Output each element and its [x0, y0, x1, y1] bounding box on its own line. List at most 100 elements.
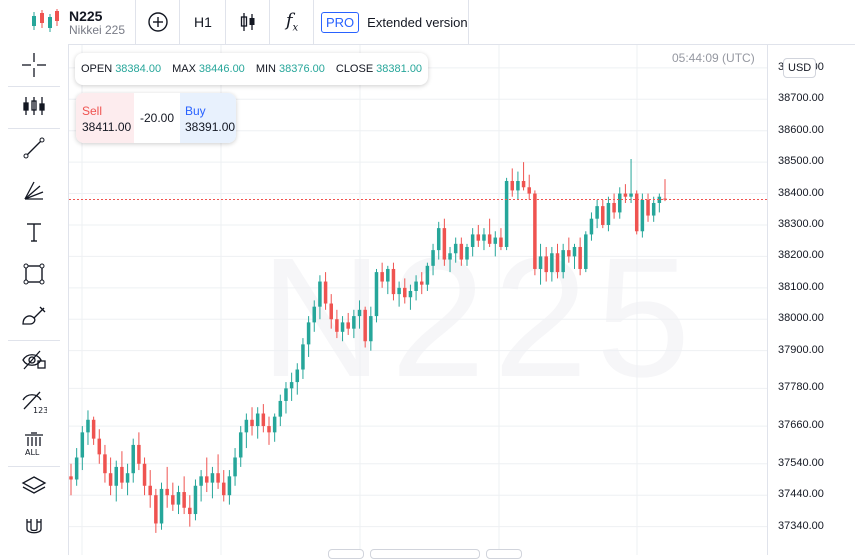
candle-body — [487, 234, 492, 244]
layers-icon — [21, 476, 47, 494]
candle — [335, 309, 339, 339]
candle-body — [284, 388, 288, 401]
candle-body — [255, 413, 260, 427]
candle-body — [301, 344, 305, 370]
candle-body — [244, 419, 249, 433]
price-tick-label: 38500.00 — [778, 155, 824, 168]
candle-body — [335, 319, 339, 332]
trade-widget: Sell 38411.00 -20.00 Buy 38391.00 — [76, 93, 236, 143]
candle — [589, 212, 594, 241]
currency-badge[interactable]: USD — [783, 58, 817, 78]
candle — [397, 281, 401, 307]
candle-body — [453, 243, 458, 254]
open-value: 38384.00 — [115, 63, 162, 75]
hide-drawings-tool[interactable] — [16, 342, 52, 378]
trend-line-tool[interactable] — [16, 130, 52, 166]
candle-body — [340, 322, 345, 332]
candle-body — [176, 492, 181, 505]
rectangle-tool[interactable] — [16, 256, 52, 292]
magnet-icon — [26, 519, 42, 534]
fx-icon: fx — [285, 10, 299, 34]
candle — [199, 470, 203, 502]
crosshair-tool[interactable] — [16, 47, 52, 83]
magnet-tool[interactable] — [16, 510, 52, 546]
zoom-in-tab[interactable] — [486, 549, 522, 559]
indicators-tool[interactable] — [16, 88, 52, 124]
close-label: CLOSE — [335, 63, 374, 75]
candle — [244, 413, 249, 449]
candle-body — [357, 309, 362, 317]
candle-body — [601, 206, 605, 225]
candle-body — [595, 206, 599, 219]
buy-price: 38391.00 — [185, 120, 236, 134]
candle-body — [561, 250, 565, 273]
candle-body — [97, 438, 102, 455]
trend-line-icon — [23, 137, 45, 159]
price-axis[interactable]: 38800.0038700.0038600.0038500.0038400.00… — [767, 45, 855, 555]
buy-label: Buy — [185, 104, 206, 118]
hide-numbers-tool[interactable]: 123 — [16, 384, 52, 420]
compare-button[interactable] — [135, 0, 180, 44]
candle — [487, 218, 492, 247]
candle-body — [205, 476, 209, 483]
candle-body — [363, 309, 367, 342]
candle — [482, 228, 486, 251]
min-label: MIN — [255, 63, 276, 75]
candle-body — [408, 290, 413, 298]
candle — [550, 246, 554, 282]
price-tick-label: 37900.00 — [778, 343, 824, 356]
delete-all-tool[interactable]: ALL — [16, 426, 52, 462]
sell-button[interactable]: Sell 38411.00 — [76, 93, 134, 143]
candle-body — [69, 476, 73, 480]
candle-body — [397, 287, 401, 295]
candle — [255, 407, 260, 439]
candle-body — [233, 457, 237, 477]
svg-text:123: 123 — [33, 406, 47, 414]
scroll-tab[interactable] — [370, 549, 480, 559]
candle — [646, 193, 650, 222]
chart-type-button[interactable] — [225, 0, 270, 44]
candle-body — [640, 199, 645, 232]
symbol-name[interactable]: N225 — [69, 8, 103, 24]
max-label: MAX — [172, 63, 196, 75]
candle-body — [227, 476, 232, 496]
top-toolbar: N225 Nikkei 225 H1 fx PRO Extended versi… — [0, 0, 855, 45]
close-value: 38381.00 — [376, 63, 423, 75]
extended-version-button[interactable]: PRO Extended version — [313, 0, 469, 44]
candle — [465, 243, 469, 266]
candle — [250, 407, 254, 436]
candle-body — [148, 485, 152, 496]
buy-button[interactable]: Buy 38391.00 — [180, 93, 236, 143]
plus-circle-icon — [148, 12, 168, 32]
candle-body — [346, 322, 350, 329]
indicators-button[interactable]: fx — [269, 0, 314, 44]
candle — [340, 316, 345, 342]
zoom-out-tab[interactable] — [328, 549, 364, 559]
candle-body — [188, 507, 192, 515]
candle-body — [646, 199, 650, 216]
candle-body — [504, 180, 509, 247]
delete-all-icon: ALL — [25, 432, 43, 457]
text-tool[interactable] — [16, 214, 52, 250]
price-tick-label: 38300.00 — [778, 217, 824, 230]
price-tick-label: 38200.00 — [778, 249, 824, 262]
layers-tool[interactable] — [16, 468, 52, 504]
candle — [329, 294, 333, 329]
candle — [97, 429, 102, 464]
candle — [108, 457, 113, 496]
candle — [533, 190, 537, 276]
chart-plot-area[interactable]: N225 — [69, 45, 767, 555]
candle-body — [137, 444, 141, 464]
fib-tool[interactable] — [16, 172, 52, 208]
timeframe-button[interactable]: H1 — [179, 0, 226, 44]
candle — [69, 463, 73, 496]
candle-body — [108, 473, 113, 486]
candle — [103, 444, 107, 483]
price-tick-label: 38100.00 — [778, 280, 824, 293]
candle — [148, 470, 152, 508]
brush-tool[interactable] — [16, 298, 52, 334]
candle-body — [278, 400, 283, 417]
candle — [544, 246, 548, 282]
sell-price: 38411.00 — [82, 120, 132, 134]
candle — [363, 306, 367, 348]
